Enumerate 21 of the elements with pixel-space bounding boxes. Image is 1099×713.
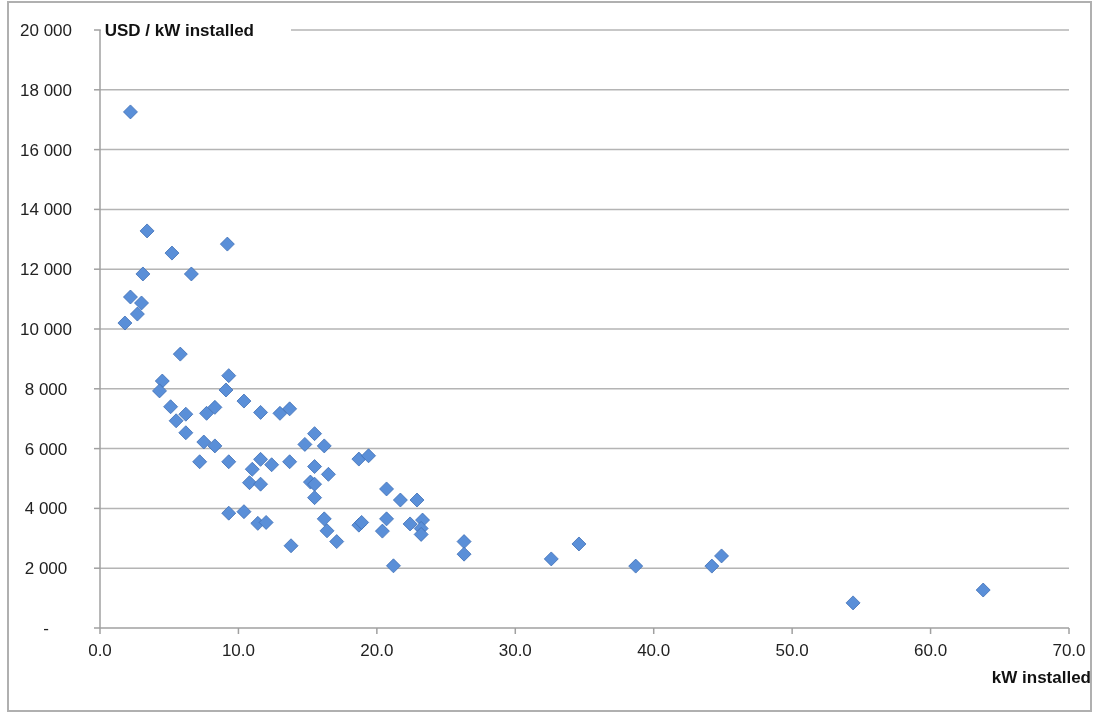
y-tick-label: 8 000 [24,379,68,399]
y-axis-title: USD / kW installed [100,20,254,40]
y-tick-label: - [43,618,49,638]
x-tick-label: 30.0 [498,641,532,660]
y-tick-label: 20 000 [20,20,72,40]
y-tick-label: 14 000 [20,200,72,220]
x-tick-label: 60.0 [914,641,948,660]
y-tick-label: 16 000 [20,140,72,160]
x-tick-label: 0.0 [88,641,112,660]
y-tick-label: 18 000 [20,80,72,100]
x-axis-title: kW installed [991,668,1091,687]
y-tick-label: 6 000 [24,439,68,459]
x-tick-label: 10.0 [221,641,255,660]
y-tick-label: 4 000 [24,499,68,519]
y-tick-label: 2 000 [24,559,68,579]
y-tick-label: 10 000 [20,319,72,339]
x-tick-label: 70.0 [1052,641,1086,660]
x-tick-label: 40.0 [637,641,671,660]
x-tick-label: 50.0 [775,641,809,660]
x-tick-label: 20.0 [360,641,394,660]
y-tick-label: 12 000 [20,260,72,280]
